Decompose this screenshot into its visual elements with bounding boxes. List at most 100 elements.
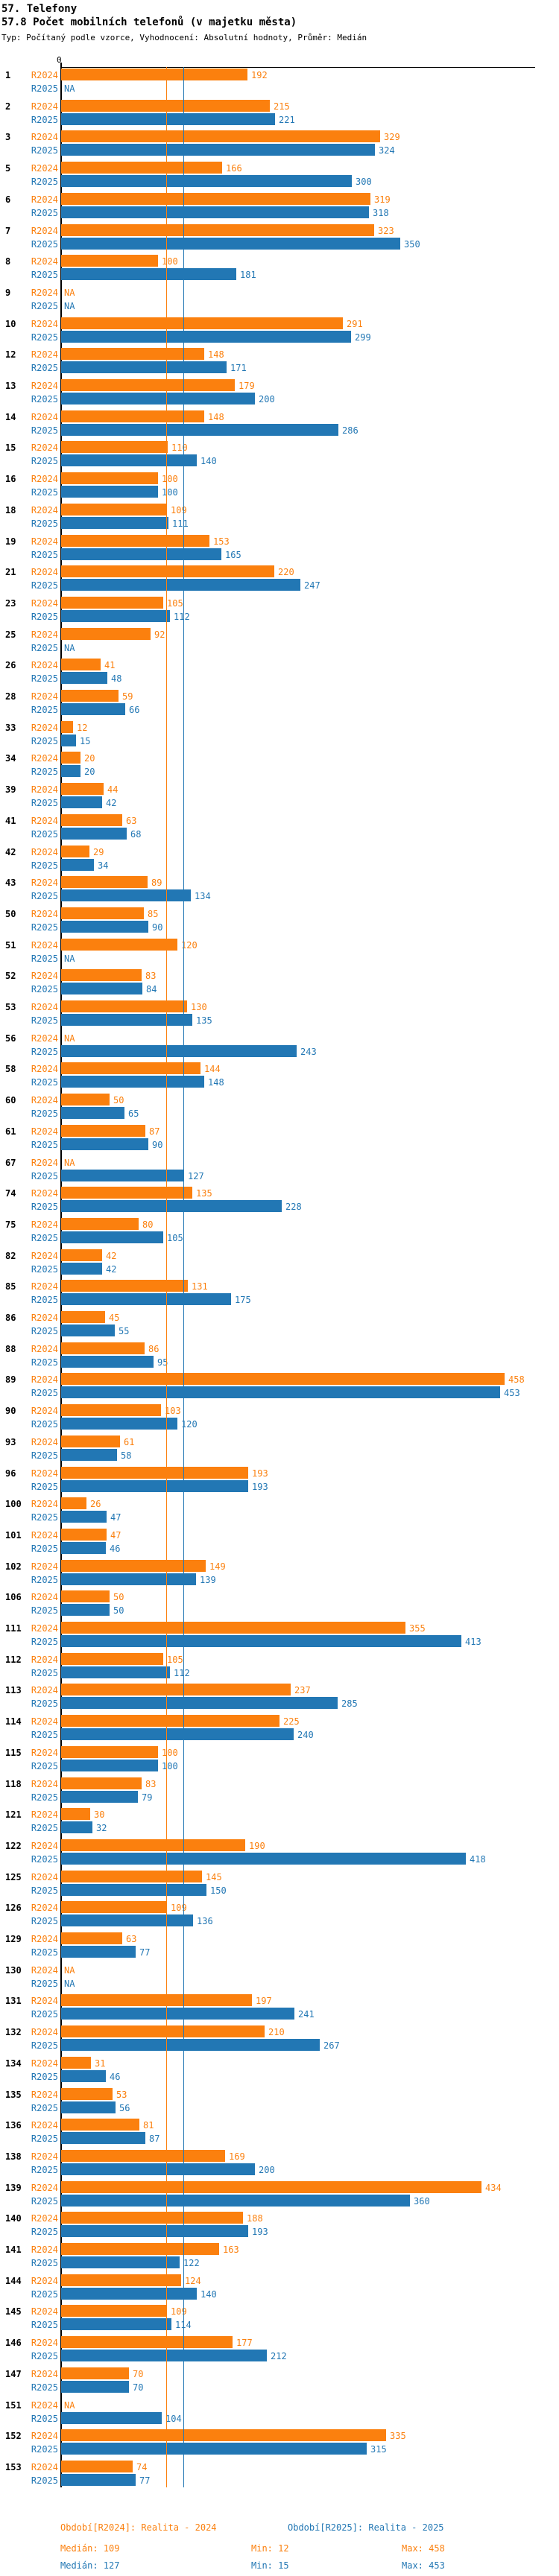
series-label-2025: R2025: [31, 270, 58, 280]
series-label-2025: R2025: [31, 860, 58, 871]
bar-2024: [61, 1590, 110, 1602]
series-label-2024: R2024: [31, 1809, 58, 1820]
bar-value-2025: 221: [279, 115, 295, 125]
bar-2025: [61, 1853, 466, 1865]
bar-2025: [61, 1138, 148, 1150]
row-number: 132: [5, 2027, 22, 2037]
bar-2025: [61, 2225, 248, 2237]
bar-value-2025: 324: [379, 145, 395, 156]
bar-2024: [61, 969, 142, 981]
bar-2024: [61, 846, 89, 857]
series-label-2025: R2025: [31, 1792, 58, 1803]
bar-value-2025: 243: [300, 1047, 317, 1057]
bar-value-2025: 212: [271, 2351, 287, 2361]
bar-2025: [61, 2412, 162, 2424]
row-number: 67: [5, 1158, 16, 1168]
bar-2024: [61, 348, 204, 360]
bar-value-2025: 350: [404, 239, 420, 250]
bar-2025: [61, 268, 236, 280]
bar-2024: [61, 2181, 481, 2193]
series-label-2025: R2025: [31, 487, 58, 498]
series-label-2025: R2025: [31, 1295, 58, 1305]
bar-value-2024: 31: [95, 2058, 106, 2069]
median-refline-R2024: [166, 67, 167, 2487]
bar-2025: [61, 672, 107, 684]
series-label-2024: R2024: [31, 1748, 58, 1758]
bar-2024: [61, 783, 104, 795]
series-label-2024: R2024: [31, 1934, 58, 1944]
row-number: 136: [5, 2120, 22, 2131]
bar-2025: [61, 889, 191, 901]
bar-value-2025: 139: [200, 1575, 216, 1585]
bar-2024: [61, 1404, 161, 1416]
bar-value-2025: 68: [130, 829, 142, 840]
series-label-2025: R2025: [31, 394, 58, 405]
series-label-2025: R2025: [31, 767, 58, 777]
row-number: 6: [5, 194, 11, 205]
series-label-2024: R2024: [31, 1095, 58, 1105]
bar-value-2024: 192: [251, 70, 268, 80]
bar-value-2024: 148: [208, 412, 224, 422]
series-label-2025: R2025: [31, 301, 58, 311]
page-title: 57. Telefony: [1, 3, 78, 15]
bar-2025: [61, 1231, 163, 1243]
row-number: 106: [5, 1592, 22, 1602]
series-label-2024: R2024: [31, 2245, 58, 2255]
series-label-2024: R2024: [31, 1716, 58, 1727]
bar-value-2024: 355: [409, 1623, 426, 1634]
bar-value-2024: 100: [162, 474, 178, 484]
row-number: 41: [5, 816, 16, 826]
bar-value-2025: 70: [133, 2382, 144, 2393]
series-label-2025: R2025: [31, 208, 58, 218]
bar-value-2024: 59: [122, 691, 133, 702]
bar-2024: [61, 379, 235, 391]
series-label-2024: R2024: [31, 1592, 58, 1602]
series-label-2024: R2024: [31, 878, 58, 888]
bar-2024: [61, 1839, 245, 1851]
series-label-2024: R2024: [31, 723, 58, 733]
bar-value-2025: 50: [113, 1605, 124, 1616]
bar-2025: [61, 2101, 116, 2113]
bar-2024: [61, 1932, 122, 1944]
series-label-2024: R2024: [31, 412, 58, 422]
series-label-2025: R2025: [31, 1171, 58, 1181]
bar-2025: [61, 983, 142, 994]
bar-2025: [61, 1107, 124, 1119]
bar-2025: [61, 2318, 171, 2330]
series-label-2024: R2024: [31, 1251, 58, 1261]
series-label-2024: R2024: [31, 2120, 58, 2131]
bar-2024: [61, 1218, 139, 1230]
bar-na-2024: NA: [64, 1965, 75, 1976]
series-label-2025: R2025: [31, 984, 58, 994]
row-number: 3: [5, 132, 11, 142]
bar-value-2025: 135: [196, 1015, 212, 1026]
bar-na-2024: NA: [64, 1158, 75, 1168]
bar-value-2025: 34: [98, 860, 109, 871]
row-number: 13: [5, 381, 16, 391]
bar-2025: [61, 2039, 320, 2051]
bar-2025: [61, 113, 275, 125]
series-label-2025: R2025: [31, 1233, 58, 1243]
bar-na-2025: NA: [64, 83, 75, 94]
row-number: 28: [5, 691, 16, 702]
bar-value-2024: 145: [206, 1872, 222, 1882]
series-label-2025: R2025: [31, 2072, 58, 2082]
bar-value-2025: 193: [252, 2227, 268, 2237]
series-label-2025: R2025: [31, 1698, 58, 1709]
series-label-2024: R2024: [31, 660, 58, 670]
bar-value-2025: 122: [183, 2258, 200, 2268]
bar-2025: [61, 1480, 248, 1492]
bar-2025: [61, 703, 125, 715]
row-number: 7: [5, 226, 11, 236]
bar-2024: [61, 472, 158, 484]
bar-value-2025: 148: [208, 1077, 224, 1088]
bar-value-2024: 42: [106, 1251, 117, 1261]
row-number: 25: [5, 629, 16, 640]
series-label-2024: R2024: [31, 2183, 58, 2193]
bar-2025: [61, 486, 158, 498]
bar-value-2024: 63: [126, 816, 137, 826]
bar-value-2024: 109: [171, 505, 187, 515]
bar-2025: [61, 144, 375, 156]
bar-2024: [61, 628, 151, 640]
series-label-2025: R2025: [31, 550, 58, 560]
